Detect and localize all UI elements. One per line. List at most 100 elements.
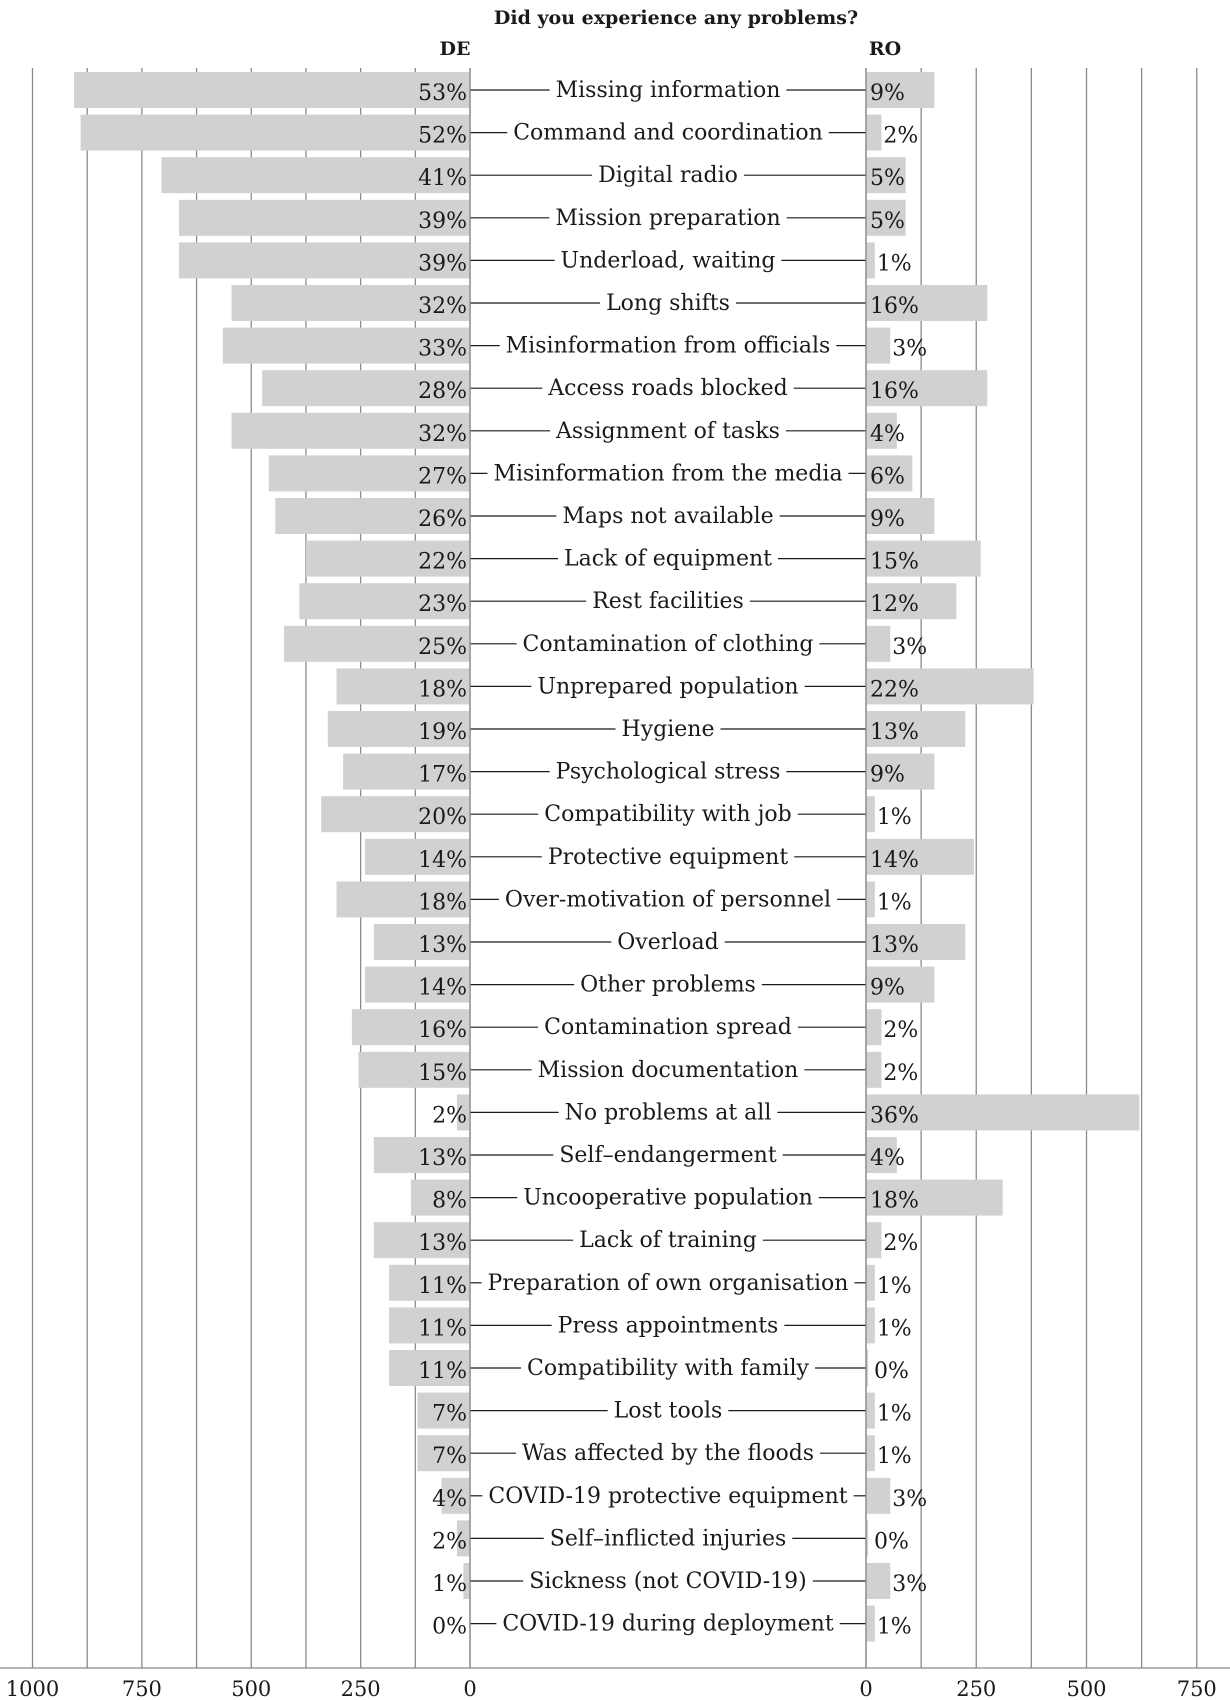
bar-de — [231, 412, 470, 449]
bar-ro — [866, 1605, 875, 1642]
percent-label-de: 23% — [418, 592, 467, 617]
bar-ro — [866, 1350, 869, 1386]
tick-label-de: 250 — [341, 1677, 381, 1700]
bar-de — [284, 625, 470, 662]
bar-ro — [866, 881, 875, 918]
category-label: Lost tools — [614, 1399, 723, 1424]
category-label: Hygiene — [622, 717, 715, 742]
grid-layer — [31, 68, 1198, 1668]
percent-label-ro: 15% — [870, 550, 919, 575]
percent-label-ro: 1% — [877, 251, 912, 276]
percent-label-de: 17% — [418, 763, 467, 788]
percent-label-ro: 2% — [883, 1018, 918, 1043]
category-label: Command and coordination — [513, 121, 823, 146]
percent-label-ro: 1% — [877, 890, 912, 915]
bar-de — [417, 1435, 470, 1472]
percent-label-ro: 18% — [870, 1189, 919, 1214]
percent-label-ro: 1% — [877, 1316, 912, 1341]
category-label: Preparation of own organisation — [488, 1271, 849, 1296]
percent-label-de: 13% — [418, 1146, 467, 1171]
tick-label-ro: 750 — [1177, 1677, 1217, 1700]
bar-ro — [866, 838, 975, 875]
bar-ro — [866, 625, 891, 662]
tick-label-ro: 0 — [859, 1677, 872, 1700]
bar-de — [365, 838, 470, 875]
bar-ro — [866, 1392, 875, 1429]
bar-ro — [866, 924, 966, 960]
bar-ro — [866, 1435, 875, 1472]
bar-ro — [866, 796, 875, 833]
percent-label-ro: 13% — [870, 720, 919, 745]
category-label: Lack of equipment — [564, 547, 772, 572]
bar-ro — [866, 327, 891, 364]
category-label: Misinformation from the media — [493, 461, 842, 486]
percent-label-ro: 36% — [870, 1103, 919, 1128]
percent-label-ro: 2% — [883, 1231, 918, 1256]
percent-label-ro: 9% — [870, 763, 905, 788]
bar-ro — [866, 370, 988, 407]
category-label: Compatibility with family — [527, 1356, 810, 1381]
percent-label-de: 2% — [432, 1529, 467, 1554]
category-label: Missing information — [556, 78, 781, 103]
category-label: Maps not available — [562, 504, 773, 529]
percent-label-de: 26% — [418, 507, 467, 532]
category-label: Self–inflicted injuries — [550, 1526, 787, 1551]
percent-label-de: 11% — [418, 1274, 467, 1299]
bar-de — [222, 327, 470, 364]
category-label: Unprepared population — [537, 674, 798, 699]
bar-de — [389, 1307, 470, 1344]
category-label: Mission documentation — [538, 1058, 799, 1083]
percent-label-ro: 5% — [870, 166, 905, 191]
percent-label-de: 11% — [418, 1316, 467, 1341]
bar-de — [373, 1222, 470, 1259]
percent-label-de: 27% — [418, 464, 467, 489]
percent-label-de: 11% — [418, 1359, 467, 1384]
category-label: Rest facilities — [592, 589, 744, 614]
bar-ro — [866, 583, 957, 620]
percent-label-ro: 2% — [883, 124, 918, 149]
category-label: Overload — [617, 930, 718, 955]
percent-label-ro: 9% — [870, 507, 905, 532]
percent-label-de: 7% — [432, 1444, 467, 1469]
percent-label-de: 25% — [418, 635, 467, 660]
percent-label-de: 19% — [418, 720, 467, 745]
percent-label-de: 32% — [418, 294, 467, 319]
category-label: Contamination spread — [544, 1015, 792, 1040]
category-label: Contamination of clothing — [523, 632, 814, 657]
tick-label-de: 750 — [122, 1677, 162, 1700]
percent-label-de: 32% — [418, 422, 467, 447]
bar-de — [365, 966, 470, 1003]
bar-ro — [866, 711, 966, 747]
bar-de — [456, 1520, 470, 1557]
percent-label-de: 0% — [432, 1615, 467, 1640]
bar-de — [327, 711, 470, 747]
percent-label-de: 33% — [418, 337, 467, 362]
bar-de — [373, 1137, 470, 1173]
category-label: Over-motivation of personnel — [505, 887, 831, 912]
percent-label-ro: 1% — [877, 1615, 912, 1640]
percent-label-ro: 1% — [877, 1444, 912, 1469]
tick-label-ro: 500 — [1066, 1677, 1106, 1700]
bar-ro — [866, 1094, 1140, 1131]
bar-de — [351, 1009, 470, 1046]
percent-label-ro: 5% — [870, 209, 905, 234]
percent-label-ro: 3% — [892, 337, 927, 362]
percent-label-ro: 16% — [870, 294, 919, 319]
percent-label-ro: 3% — [892, 1572, 927, 1597]
percent-label-de: 52% — [418, 124, 467, 149]
percent-label-ro: 1% — [877, 1274, 912, 1299]
bar-ro — [866, 157, 906, 194]
category-label: Mission preparation — [555, 206, 780, 231]
bar-de — [268, 455, 470, 492]
bar-ro — [866, 1051, 882, 1088]
bar-de — [231, 285, 470, 321]
group-label-ro: RO — [869, 38, 901, 60]
percent-label-ro: 3% — [892, 1487, 927, 1512]
bar-ro — [866, 540, 981, 577]
bar-de — [262, 370, 470, 407]
bar-de — [275, 498, 470, 534]
percent-label-ro: 6% — [870, 464, 905, 489]
bar-de — [389, 1264, 470, 1301]
bar-ro — [866, 1264, 875, 1301]
